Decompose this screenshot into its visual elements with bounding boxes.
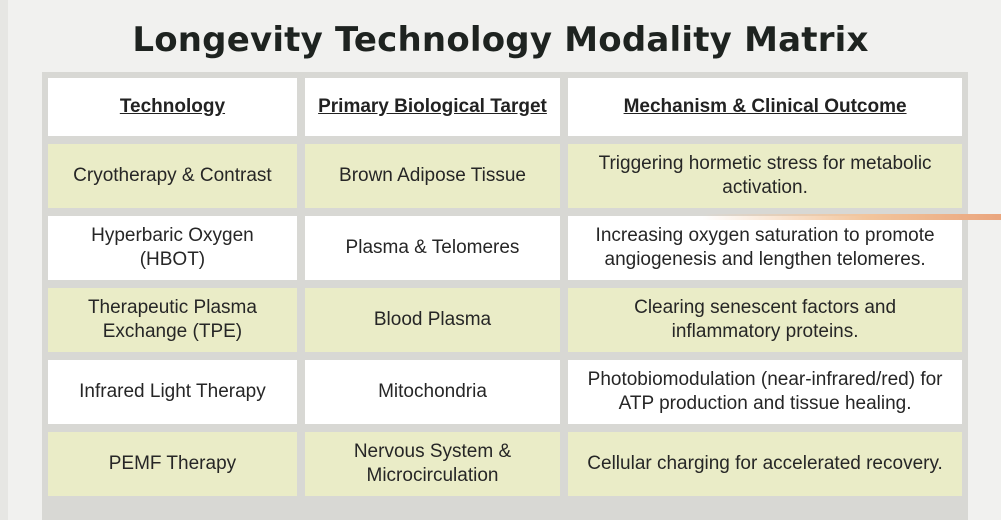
- cell-mechanism: Triggering hormetic stress for metabolic…: [568, 144, 962, 216]
- cell-mechanism: Increasing oxygen saturation to promote …: [568, 216, 962, 288]
- table-row: Cryotherapy & Contrast Brown Adipose Tis…: [48, 144, 962, 216]
- cell-target: Blood Plasma: [304, 288, 569, 360]
- header-mechanism-clinical-outcome: Mechanism & Clinical Outcome: [568, 78, 962, 144]
- page-title: Longevity Technology Modality Matrix: [132, 20, 869, 60]
- cell-technology: PEMF Therapy: [48, 432, 305, 504]
- left-edge-strip: [0, 0, 8, 520]
- table-row: Therapeutic Plasma Exchange (TPE) Blood …: [48, 288, 962, 360]
- table-row: Hyperbaric Oxygen (HBOT) Plasma & Telome…: [48, 216, 962, 288]
- cell-mechanism: Photobiomodulation (near-infrared/red) f…: [568, 360, 962, 432]
- table-row: Infrared Light Therapy Mitochondria Phot…: [48, 360, 962, 432]
- header-technology: Technology: [48, 78, 305, 144]
- table-header-row: Technology Primary Biological Target Mec…: [48, 78, 962, 144]
- cell-target: Brown Adipose Tissue: [304, 144, 569, 216]
- cell-mechanism: Cellular charging for accelerated recove…: [568, 432, 962, 504]
- cell-mechanism: Clearing senescent factors and inflammat…: [568, 288, 962, 360]
- cell-technology: Hyperbaric Oxygen (HBOT): [48, 216, 305, 288]
- cell-target: Nervous System & Microcirculation: [304, 432, 569, 504]
- cell-target: Plasma & Telomeres: [304, 216, 569, 288]
- cell-technology: Cryotherapy & Contrast: [48, 144, 305, 216]
- cell-target: Mitochondria: [304, 360, 569, 432]
- cell-technology: Infrared Light Therapy: [48, 360, 305, 432]
- cell-technology: Therapeutic Plasma Exchange (TPE): [48, 288, 305, 360]
- matrix-table-frame: Technology Primary Biological Target Mec…: [42, 72, 1001, 520]
- header-primary-biological-target: Primary Biological Target: [304, 78, 569, 144]
- header-accent-bar: [702, 214, 1001, 220]
- table-row: PEMF Therapy Nervous System & Microcircu…: [48, 432, 962, 504]
- modality-matrix-table: Technology Primary Biological Target Mec…: [48, 78, 962, 504]
